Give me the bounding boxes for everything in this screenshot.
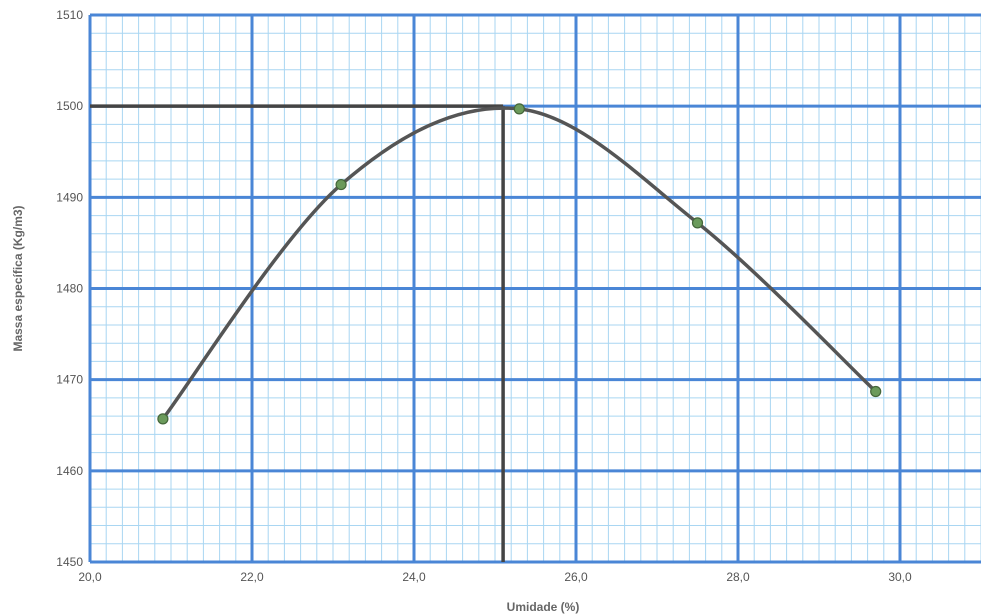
x-tick-label: 24,0 xyxy=(402,570,426,584)
reference-lines xyxy=(90,104,505,562)
data-point xyxy=(691,217,704,229)
y-tick-label: 1510 xyxy=(56,8,83,22)
data-point xyxy=(513,103,525,115)
y-axis-title: Massa específica (Kg/m3) xyxy=(11,205,25,351)
x-tick-label: 30,0 xyxy=(888,570,912,584)
data-point xyxy=(157,413,169,425)
y-tick-label: 1480 xyxy=(56,282,83,296)
y-tick-label: 1450 xyxy=(56,555,83,569)
y-tick-label: 1500 xyxy=(56,99,83,113)
x-tick-label: 28,0 xyxy=(726,570,750,584)
x-axis-tick-labels: 20,0 22,0 24,0 26,0 28,0 30,0 xyxy=(78,570,912,584)
y-tick-label: 1460 xyxy=(56,464,83,478)
x-axis-title: Umidade (%) xyxy=(507,600,580,614)
x-tick-label: 26,0 xyxy=(564,570,588,584)
marker-layer xyxy=(157,103,882,425)
major-grid xyxy=(88,13,981,564)
y-tick-label: 1470 xyxy=(56,373,83,387)
y-tick-label: 1490 xyxy=(56,190,83,204)
data-point xyxy=(335,178,347,191)
data-point xyxy=(870,385,882,398)
x-tick-label: 22,0 xyxy=(240,570,264,584)
y-axis-tick-labels: 1450 1460 1470 1480 1490 1500 1510 xyxy=(56,8,83,569)
x-tick-label: 20,0 xyxy=(78,570,102,584)
